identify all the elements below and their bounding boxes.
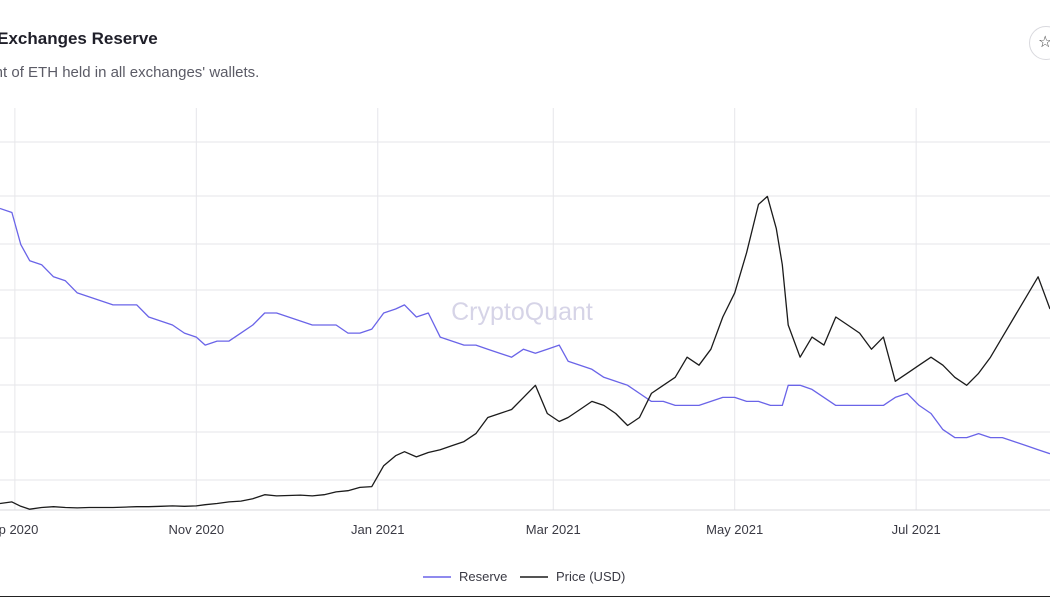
chart-title: d Exchanges Reserve bbox=[0, 29, 158, 48]
x-axis: ep 2020 Nov 2020 Jan 2021 Mar 2021 May 2021 J… bbox=[0, 522, 941, 537]
series-line-reserve[interactable] bbox=[0, 207, 1050, 455]
watermark: CryptoQuant bbox=[451, 298, 593, 326]
series-layer bbox=[0, 195, 1050, 510]
chart-grid bbox=[0, 108, 1050, 511]
x-tick-label: Jan 2021 bbox=[351, 522, 405, 537]
x-tick-label: Jul 2021 bbox=[892, 522, 941, 537]
x-tick-label: May 2021 bbox=[706, 522, 763, 537]
bottom-divider bbox=[0, 596, 1050, 597]
series-line-price[interactable] bbox=[0, 195, 1050, 510]
chart-subtitle: ount of ETH held in all exchanges' walle… bbox=[0, 64, 260, 81]
legend-label-reserve[interactable]: Reserve bbox=[459, 569, 507, 584]
x-tick-label: ep 2020 bbox=[0, 522, 38, 537]
x-tick-label: Nov 2020 bbox=[168, 522, 224, 537]
legend[interactable]: Reserve Price (USD) bbox=[423, 569, 625, 584]
x-tick-label: Mar 2021 bbox=[526, 522, 581, 537]
legend-label-price[interactable]: Price (USD) bbox=[556, 569, 625, 584]
